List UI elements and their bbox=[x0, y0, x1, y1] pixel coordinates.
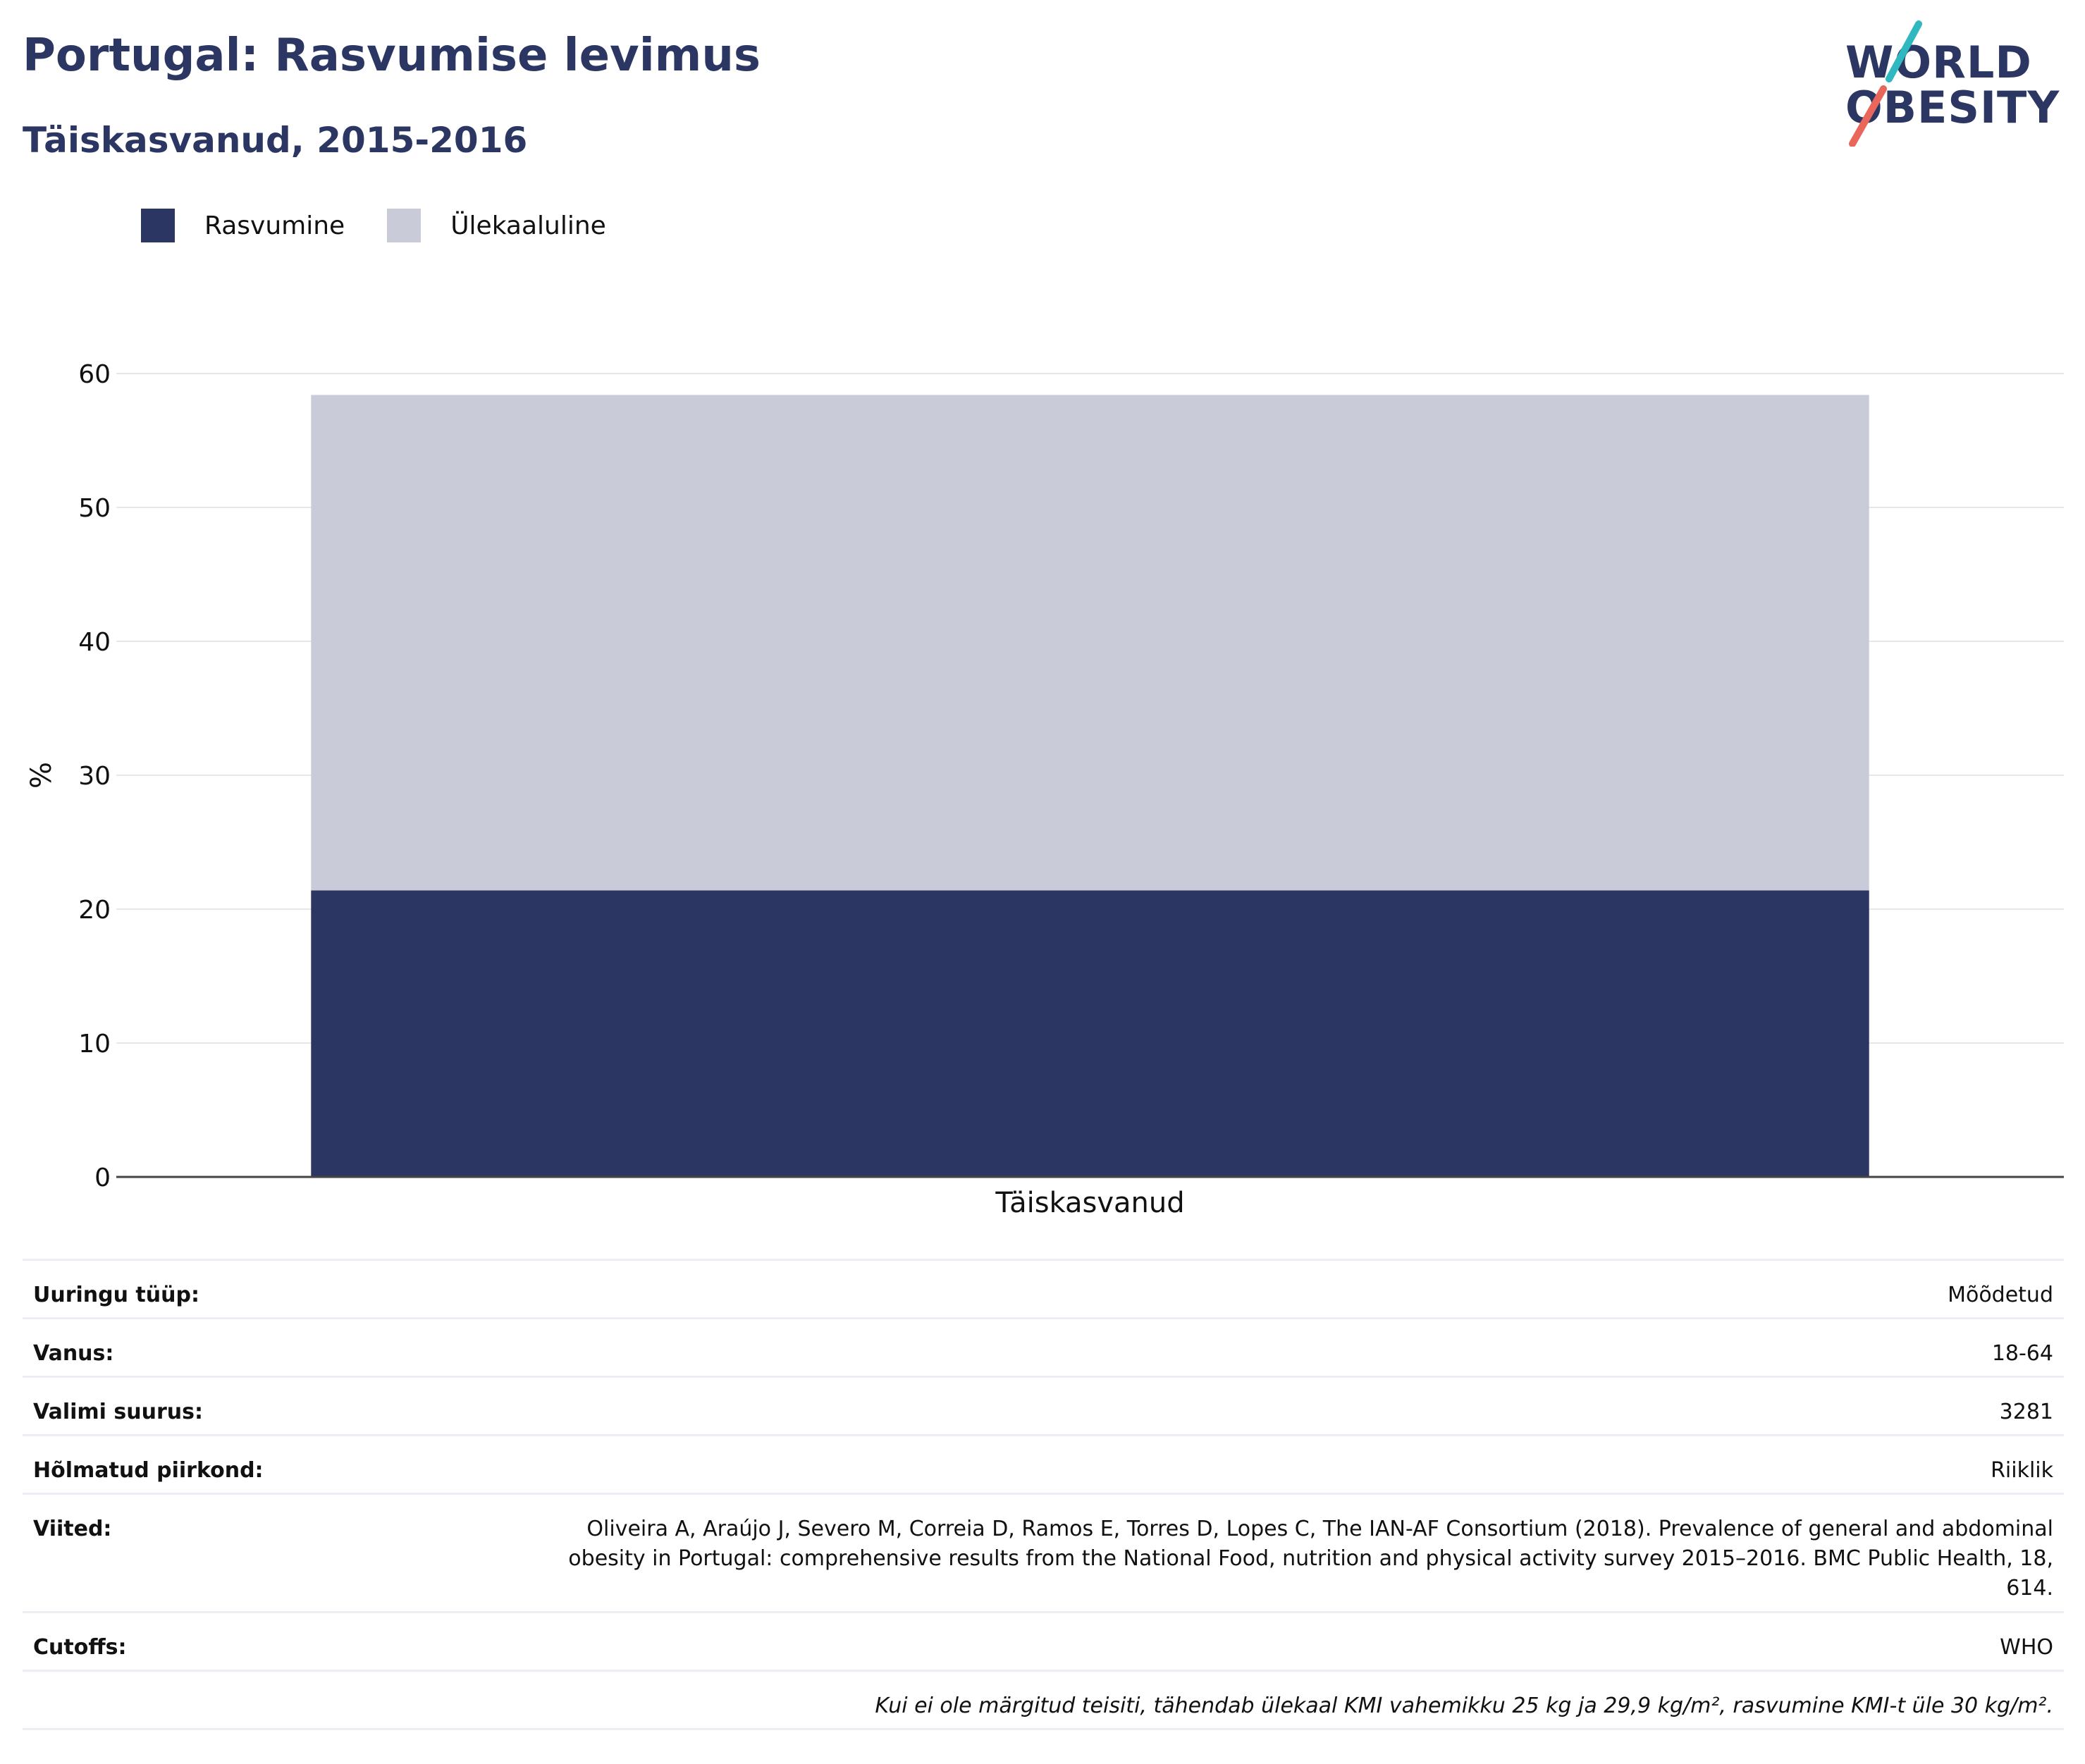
metadata-row: Viited: Oliveira A, Araújo J, Severo M, C… bbox=[23, 1493, 2064, 1611]
y-tick-label: 0 bbox=[94, 1164, 111, 1192]
legend-swatch-rasvumine bbox=[141, 209, 175, 242]
logo-line-1: WORLD bbox=[1845, 37, 2032, 88]
metadata-row: Cutoffs: WHO bbox=[23, 1611, 2064, 1670]
metadata-value: Oliveira A, Araújo J, Severo M, Correia … bbox=[568, 1517, 2053, 1600]
metadata-label: Cutoffs: bbox=[33, 1635, 127, 1660]
metadata-label: Valimi suurus: bbox=[33, 1400, 203, 1424]
bar--lekaaluline bbox=[311, 395, 1869, 891]
metadata-label: Viited: bbox=[33, 1517, 112, 1541]
metadata-value: 3281 bbox=[1999, 1400, 2053, 1424]
chart-title: Portugal: Rasvumise levimus bbox=[23, 30, 761, 82]
metadata-value: Mõõdetud bbox=[1948, 1283, 2053, 1307]
metadata-label: Vanus: bbox=[33, 1341, 114, 1366]
logo-slash-icon bbox=[1849, 20, 1922, 147]
y-tick-label: 60 bbox=[78, 360, 111, 389]
metadata-label: Uuringu tüüp: bbox=[33, 1283, 199, 1307]
world-obesity-logo: WORLD OBESITY bbox=[1840, 20, 2072, 147]
y-tick-label: 50 bbox=[78, 494, 111, 523]
legend-item-ulekaaluline[interactable]: Ülekaaluline bbox=[387, 209, 606, 242]
definition-note-text: Kui ei ole märgitud teisiti, tähendab ül… bbox=[875, 1694, 2053, 1718]
chart-subtitle: Täiskasvanud, 2015-2016 bbox=[23, 120, 528, 161]
metadata-value: 18-64 bbox=[1991, 1341, 2053, 1366]
y-tick-label: 40 bbox=[78, 628, 111, 657]
chart-legend: Rasvumine Ülekaaluline bbox=[141, 209, 648, 242]
y-tick-label: 30 bbox=[78, 762, 111, 791]
metadata-row: Hõlmatud piirkond: Riiklik bbox=[23, 1434, 2064, 1493]
metadata-bottom-border bbox=[23, 1728, 2064, 1730]
bar-rasvumine bbox=[311, 890, 1869, 1177]
y-tick-label: 20 bbox=[78, 896, 111, 925]
metadata-row: Valimi suurus: 3281 bbox=[23, 1376, 2064, 1434]
metadata-value: WHO bbox=[2000, 1635, 2053, 1660]
metadata-row: Vanus: 18-64 bbox=[23, 1317, 2064, 1376]
metadata-value: Riiklik bbox=[1991, 1458, 2053, 1483]
metadata-table: Uuringu tüüp: Mõõdetud Vanus: 18-64 Valimi s… bbox=[23, 1259, 2064, 1730]
legend-swatch-ulekaaluline bbox=[387, 209, 422, 242]
x-tick-label: Täiskasvanud bbox=[995, 1187, 1184, 1219]
y-axis-title: % bbox=[25, 762, 58, 789]
metadata-row: Uuringu tüüp: Mõõdetud bbox=[23, 1259, 2064, 1317]
metadata-label: Hõlmatud piirkond: bbox=[33, 1458, 264, 1483]
y-tick-label: 10 bbox=[78, 1030, 111, 1059]
legend-label-ulekaaluline: Ülekaaluline bbox=[450, 211, 606, 240]
definition-note: Kui ei ole märgitud teisiti, tähendab ül… bbox=[23, 1670, 2064, 1728]
legend-label-rasvumine: Rasvumine bbox=[204, 211, 345, 240]
bar-chart: 0 10 20 30 40 50 60% Täiskasvanud bbox=[25, 360, 2064, 1219]
legend-item-rasvumine[interactable]: Rasvumine bbox=[141, 209, 345, 242]
